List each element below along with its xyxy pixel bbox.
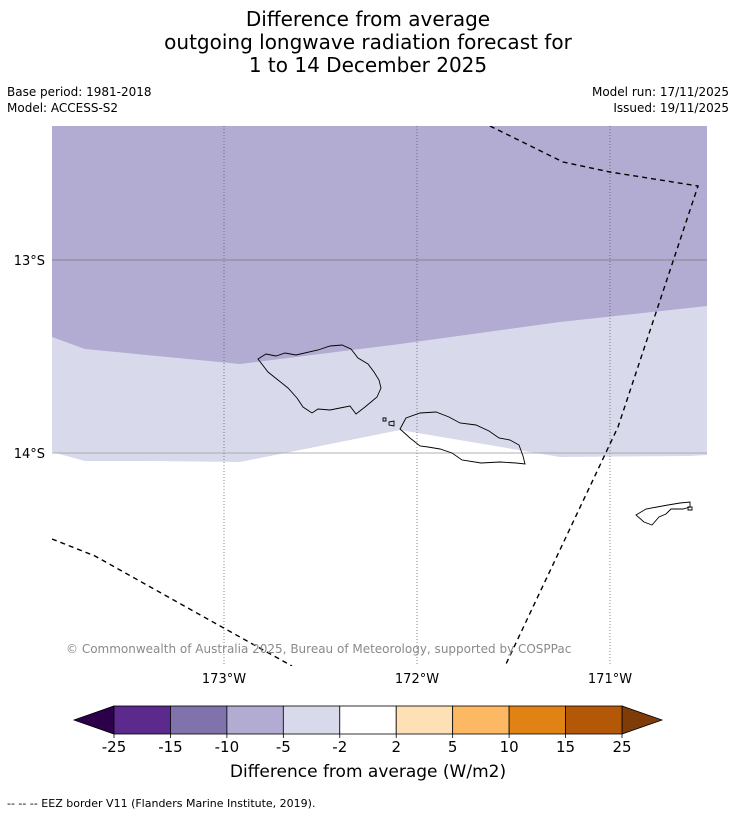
copyright-notice: © Commonwealth of Australia 2025, Bureau… [66, 642, 571, 656]
footnote-eez: -- -- -- EEZ border V11 (Flanders Marine… [7, 797, 316, 810]
title-line-3: 1 to 14 December 2025 [248, 53, 488, 77]
colorbar-tick-label: 2 [391, 738, 401, 756]
title-line-1: Difference from average [245, 7, 491, 31]
colorbar-bin [170, 705, 228, 735]
lon-label-172w: 172°W [395, 672, 439, 687]
island-upolu [399, 411, 526, 465]
lat-label-14s: 14°S [14, 447, 45, 462]
eez-border-north [489, 126, 699, 665]
olr-band-minus10-minus5 [52, 126, 707, 364]
island-apolima [382, 417, 387, 422]
meta-left: Base period: 1981-2018 Model: ACCESS-S2 [7, 84, 152, 116]
colorbar-tick-label: 5 [448, 738, 458, 756]
island-tutuila [635, 501, 691, 526]
issued-date: Issued: 19/11/2025 [613, 101, 729, 115]
island-savaii [257, 344, 382, 415]
model-name: Model: ACCESS-S2 [7, 101, 119, 115]
eez-borders [52, 126, 699, 666]
colorbar-bin [226, 705, 284, 735]
island-manono [388, 420, 395, 427]
lon-label-171w: 171°W [588, 672, 632, 687]
colorbar-tick-label: 15 [556, 738, 575, 756]
lat-label-13s: 13°S [14, 254, 45, 269]
colorbar-bin [113, 705, 171, 735]
colorbar: -25 -15 -10 -5 -2 2 5 10 15 25 [72, 705, 664, 756]
colorbar-tick-label: -25 [102, 738, 127, 756]
colorbar-tick-label: 10 [500, 738, 519, 756]
island-aunuu [687, 506, 693, 511]
colorbar-tick-label: 25 [612, 738, 631, 756]
eez-border-southwest [52, 538, 293, 666]
colorbar-tick-label: -10 [215, 738, 240, 756]
base-period: Base period: 1981-2018 [7, 85, 152, 99]
coastlines [257, 344, 693, 526]
colorbar-label: Difference from average (W/m2) [229, 762, 507, 782]
graticule [52, 126, 707, 666]
model-run: Model run: 17/11/2025 [591, 85, 729, 99]
colorbar-bin [339, 705, 397, 735]
lon-label-173w: 173°W [202, 672, 246, 687]
colorbar-tick-label: -15 [158, 738, 183, 756]
colorbar-over-arrow [621, 705, 664, 735]
colorbar-tick-label: -2 [332, 738, 347, 756]
title-line-2: outgoing longwave radiation forecast for [164, 30, 572, 54]
colorbar-bin [395, 705, 454, 735]
chart-title: Difference from average outgoing longwav… [0, 8, 736, 77]
colorbar-tick-label: -5 [276, 738, 291, 756]
meta-right: Model run: 17/11/2025 Issued: 19/11/2025 [592, 84, 729, 116]
colorbar-bin [565, 705, 623, 735]
colorbar-bin [508, 705, 566, 735]
colorbar-bin [452, 705, 510, 735]
colorbar-bin [282, 705, 341, 735]
map-panel: © Commonwealth of Australia 2025, Bureau… [52, 126, 707, 666]
colorbar-under-arrow [72, 705, 115, 735]
